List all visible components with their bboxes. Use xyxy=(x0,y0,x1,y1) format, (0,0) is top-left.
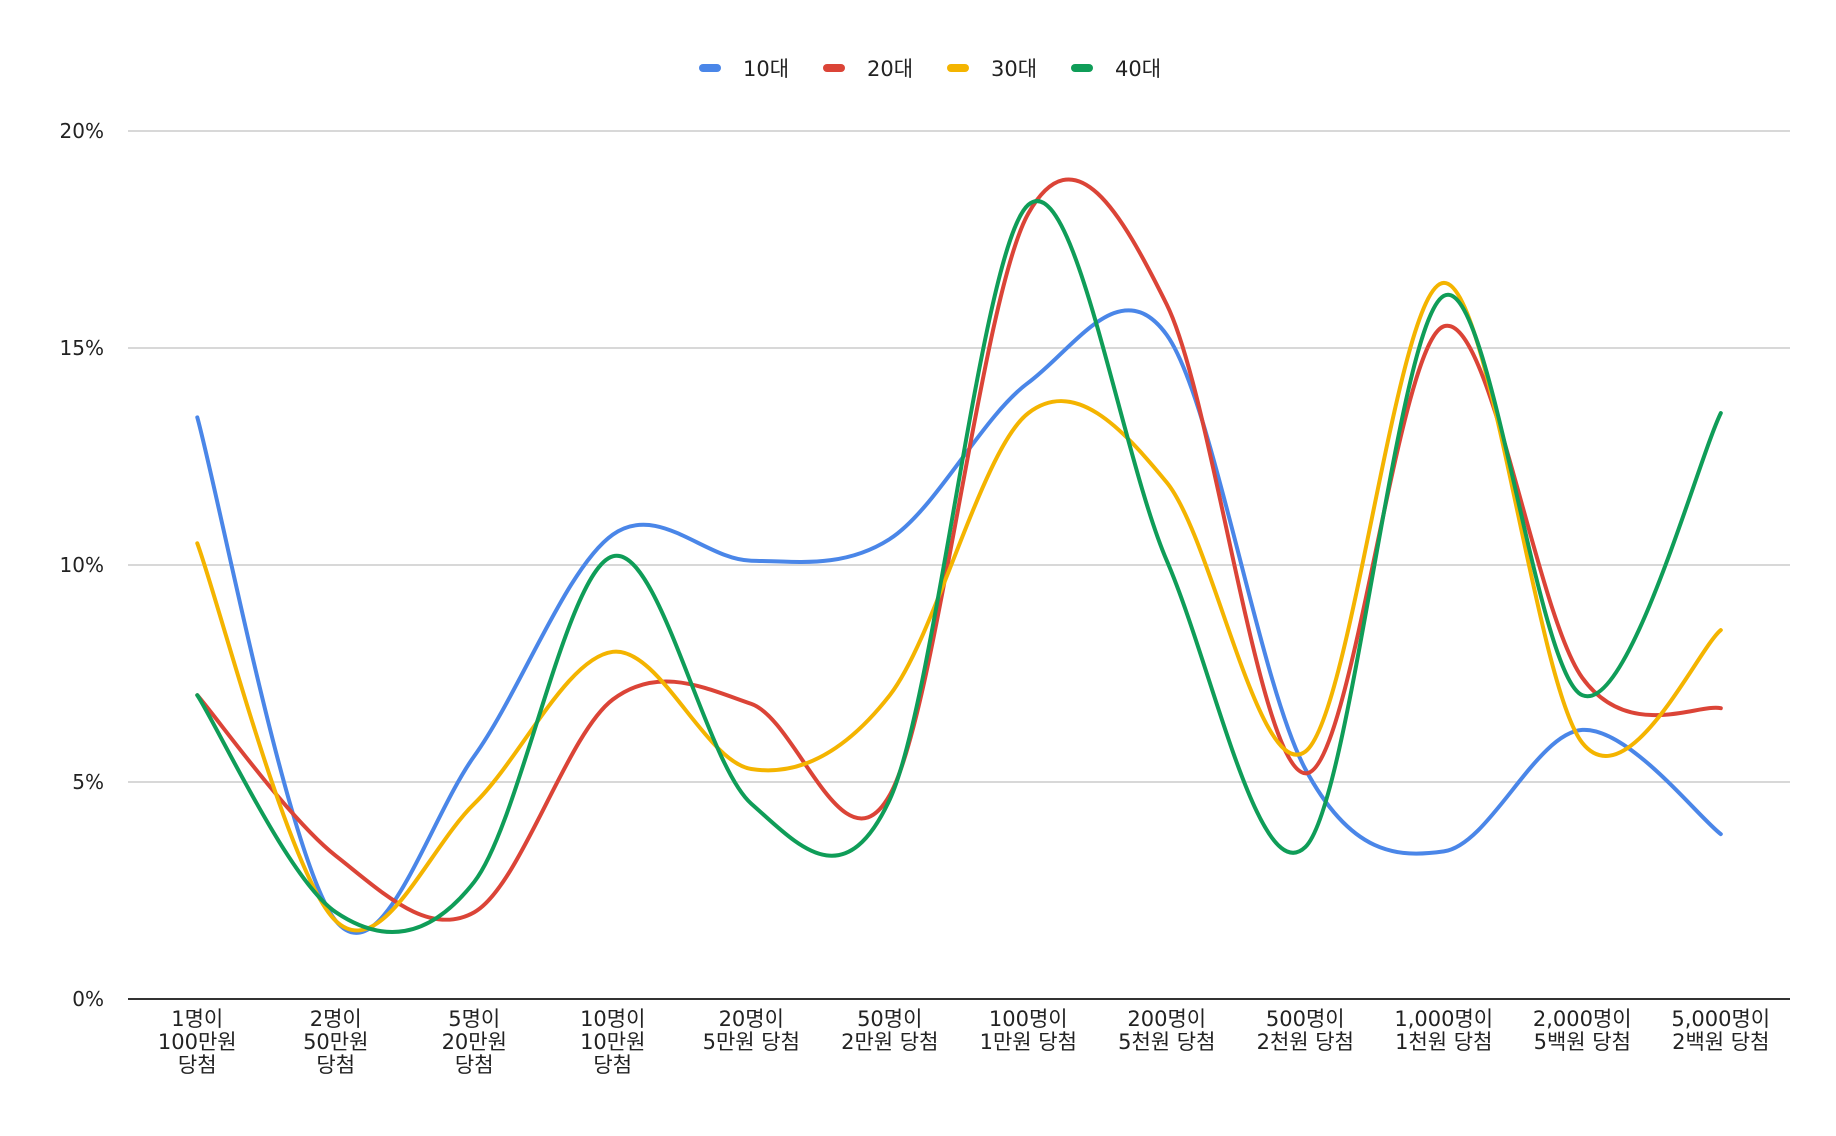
series-lines xyxy=(195,177,1723,935)
x-tick-label: 1,000명이 1천원 당첨 xyxy=(1394,1007,1493,1054)
series-line-1 xyxy=(195,308,1723,935)
legend-swatch xyxy=(947,64,969,72)
y-tick-label: 0% xyxy=(72,987,104,1011)
y-tick-label: 10% xyxy=(60,553,104,577)
x-tick-label: 2,000명이 5백원 당첨 xyxy=(1533,1007,1632,1054)
legend-label: 30대 xyxy=(991,57,1037,81)
series-line-3 xyxy=(195,280,1723,933)
y-axis-tick-labels: 0% 5% 10% 15% 20% xyxy=(60,119,104,1011)
x-tick-label: 100명이 1만원 당첨 xyxy=(980,1007,1077,1054)
x-tick-label: 5,000명이 2백원 당첨 xyxy=(1671,1007,1770,1054)
x-tick-label: 10명이 10만원 당첨 xyxy=(580,1007,645,1077)
gridlines xyxy=(128,130,1790,783)
y-tick-label: 15% xyxy=(60,336,104,360)
series-line-2 xyxy=(195,177,1723,922)
legend: 10대 20대 30대 40대 xyxy=(699,57,1161,81)
x-tick-label: 1명이 100만원 당첨 xyxy=(158,1007,237,1077)
x-axis-tick-labels: 1명이 100만원 당첨 2명이 50만원 당첨 5명이 20만원 당첨 10명이 10만원 당첨 20… xyxy=(158,1007,1770,1077)
legend-label: 10대 xyxy=(743,57,789,81)
y-tick-label: 5% xyxy=(72,770,104,794)
x-tick-label: 200명이 5천원 당첨 xyxy=(1118,1007,1215,1054)
legend-label: 40대 xyxy=(1115,57,1161,81)
x-tick-label: 5명이 20만원 당첨 xyxy=(442,1007,507,1077)
legend-label: 20대 xyxy=(867,57,913,81)
legend-swatch xyxy=(699,64,721,72)
x-tick-label: 2명이 50만원 당첨 xyxy=(303,1007,368,1077)
x-tick-label: 500명이 2천원 당첨 xyxy=(1257,1007,1354,1054)
x-tick-label: 50명이 2만원 당첨 xyxy=(841,1007,938,1054)
x-tick-label: 20명이 5만원 당첨 xyxy=(703,1007,800,1054)
y-tick-label: 20% xyxy=(60,119,104,143)
legend-swatch xyxy=(823,64,845,72)
legend-swatch xyxy=(1071,64,1093,72)
series-line-4 xyxy=(195,199,1723,934)
